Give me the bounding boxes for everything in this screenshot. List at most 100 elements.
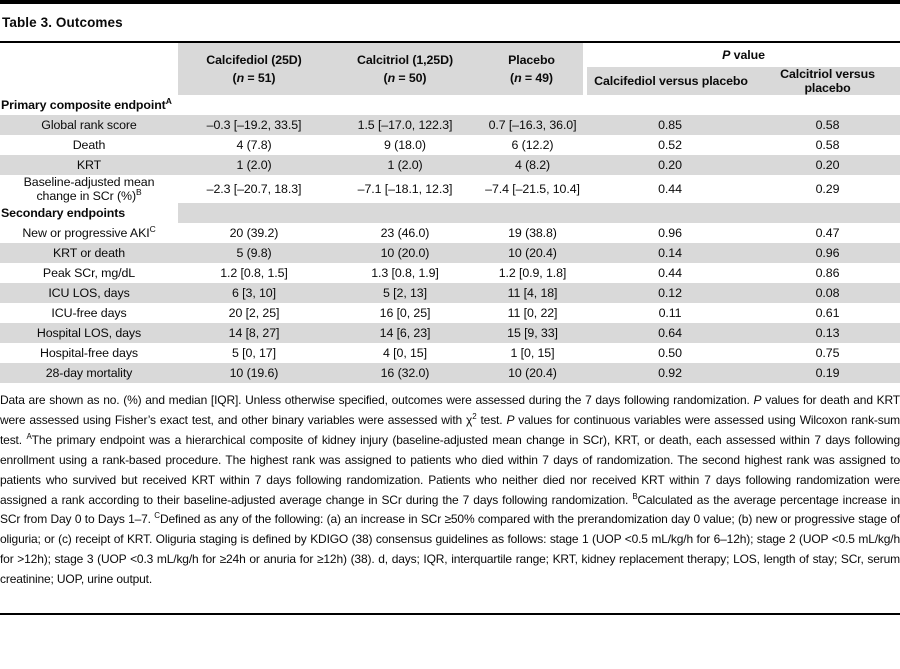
value-cell: 10 (20.0)	[330, 243, 480, 263]
value-cell: 0.29	[815, 181, 840, 196]
value-cell: 0.50	[658, 345, 682, 360]
row-label: Global rank score	[0, 115, 178, 135]
value-cell: 4 [0, 15]	[383, 345, 427, 360]
row-label: KRT or death	[0, 243, 178, 263]
value-cell: 15 [9, 33]	[480, 323, 585, 343]
row-label: Peak SCr, mg/dL	[42, 266, 136, 280]
value-cell: 0.19	[755, 363, 900, 383]
table-row: KRT 1 (2.0) 1 (2.0) 4 (8.2) 0.20 0.20	[0, 155, 900, 175]
row-label: ICU-free days	[51, 306, 127, 320]
table-row: Peak SCr, mg/dL 1.2 [0.8, 1.5] 1.3 [0.8, 1…	[0, 263, 900, 283]
row-label: Hospital LOS, days	[0, 323, 178, 343]
table-row: Global rank score –0.3 [–19.2, 33.5] 1.5 […	[0, 115, 900, 135]
value-cell: 0.14	[585, 243, 755, 263]
group-header: Calcifediol (25D) (n = 51)	[178, 43, 330, 95]
value-cell: 0.12	[585, 283, 755, 303]
group-name: Placebo	[508, 53, 555, 67]
value-cell: 0.85	[585, 115, 755, 135]
group-n: (n = 50)	[383, 71, 427, 85]
table-row: 28-day mortality 10 (19.6) 16 (32.0) 10 (20…	[0, 363, 900, 383]
value-cell: 1.3 [0.8, 1.9]	[371, 265, 439, 280]
footnote: Data are shown as no. (%) and median [IQ…	[0, 393, 900, 587]
value-cell: 0.61	[815, 305, 840, 320]
value-cell: 0.44	[658, 265, 682, 280]
corner-cell	[0, 43, 178, 95]
value-cell: 0.58	[755, 115, 900, 135]
top-rule	[0, 0, 900, 4]
table-row: Hospital LOS, days 14 [8, 27] 14 [6, 23] 15…	[0, 323, 900, 343]
value-cell: 10 (20.4)	[480, 363, 585, 383]
value-cell: 19 (38.8)	[508, 225, 557, 240]
table-row: Baseline-adjusted mean change in SCr (%)…	[0, 175, 900, 203]
row-label: Death	[72, 138, 106, 152]
row-label: New or progressive AKIC	[22, 223, 156, 240]
value-cell: 16 [0, 25]	[379, 305, 431, 320]
group-n: (n = 49)	[510, 71, 553, 85]
value-cell: 0.7 [–16.3, 36.0]	[480, 115, 585, 135]
value-cell	[585, 95, 755, 115]
p-value-header: P value	[582, 43, 900, 67]
value-cell: 5 (9.8)	[178, 243, 330, 263]
value-cell: 11 [4, 18]	[480, 283, 585, 303]
value-cell: 6 (12.2)	[511, 137, 554, 152]
value-cell	[585, 203, 755, 223]
value-cell: 4 (7.8)	[236, 137, 272, 152]
value-cell: –7.1 [–18.1, 12.3]	[357, 181, 453, 196]
table-header: Calcifediol (25D) (n = 51) Calcitriol (1,2…	[0, 43, 900, 95]
value-cell: –7.4 [–21.5, 10.4]	[485, 181, 580, 196]
outcomes-table: Calcifediol (25D) (n = 51) Calcitriol (1,2…	[0, 43, 900, 383]
row-label: Secondary endpoints	[0, 203, 178, 223]
table-body: Primary composite endpointA Global rank s…	[0, 95, 900, 383]
value-cell: 0.20	[585, 155, 755, 175]
value-cell: 6 [3, 10]	[178, 283, 330, 303]
value-cell	[330, 203, 480, 223]
value-cell: 0.96	[755, 243, 900, 263]
value-cell: 11 [0, 22]	[507, 305, 558, 320]
value-cell: 0.96	[658, 225, 682, 240]
value-cell: 23 (46.0)	[380, 225, 430, 240]
table-row: Death 4 (7.8) 9 (18.0) 6 (12.2) 0.52 0.58	[0, 135, 900, 155]
value-cell: 0.52	[658, 137, 682, 152]
table-row: KRT or death 5 (9.8) 10 (20.0) 10 (20.4) 0.1…	[0, 243, 900, 263]
group-name: Calcifediol (25D)	[206, 53, 302, 67]
value-cell: 4 (8.2)	[480, 155, 585, 175]
value-cell: 0.13	[755, 323, 900, 343]
header-row: Calcifediol versus placebo Calcitriol ver…	[0, 67, 900, 95]
value-cell: –2.3 [–20.7, 18.3]	[206, 181, 302, 196]
section-row: Secondary endpoints	[0, 203, 900, 223]
group-header: Placebo (n = 49)	[480, 43, 585, 95]
value-cell: 0.92	[585, 363, 755, 383]
value-cell: 14 [6, 23]	[330, 323, 480, 343]
value-cell: 0.86	[815, 265, 840, 280]
row-label: KRT	[0, 155, 178, 175]
value-cell	[480, 203, 585, 223]
table-row: ICU LOS, days 6 [3, 10] 5 [2, 13] 11 [4, 18…	[0, 283, 900, 303]
title-rule	[0, 41, 900, 43]
table-title: Table 3. Outcomes	[2, 15, 123, 30]
value-cell: 0.64	[585, 323, 755, 343]
value-cell: 1 (2.0)	[178, 155, 330, 175]
value-cell: 16 (32.0)	[330, 363, 480, 383]
row-label: ICU LOS, days	[0, 283, 178, 303]
value-cell: 1.5 [–17.0, 122.3]	[330, 115, 480, 135]
value-cell: 1.2 [0.9, 1.8]	[498, 265, 567, 280]
value-cell: 20 [2, 25]	[228, 305, 280, 320]
table-row: New or progressive AKIC 20 (39.2) 23 (46.0…	[0, 223, 900, 243]
table-row: Hospital-free days 5 [0, 17] 4 [0, 15] 1 [0…	[0, 343, 900, 363]
value-cell: 14 [8, 27]	[178, 323, 330, 343]
value-cell	[178, 203, 330, 223]
value-cell: 5 [0, 17]	[232, 345, 276, 360]
value-cell	[755, 95, 900, 115]
value-cell: 0.20	[755, 155, 900, 175]
group-name: Calcitriol (1,25D)	[357, 53, 453, 67]
value-cell: 0.47	[815, 225, 840, 240]
row-label: Hospital-free days	[39, 346, 139, 360]
group-n: (n = 51)	[232, 71, 276, 85]
value-cell	[330, 95, 480, 115]
p-subheader: Calcifediol versus placebo	[583, 67, 755, 95]
bottom-rule	[0, 613, 900, 616]
value-cell: 10 (19.6)	[178, 363, 330, 383]
value-cell: 1 (2.0)	[330, 155, 480, 175]
header-row: Calcifediol (25D) (n = 51) Calcitriol (1,2…	[0, 43, 900, 95]
